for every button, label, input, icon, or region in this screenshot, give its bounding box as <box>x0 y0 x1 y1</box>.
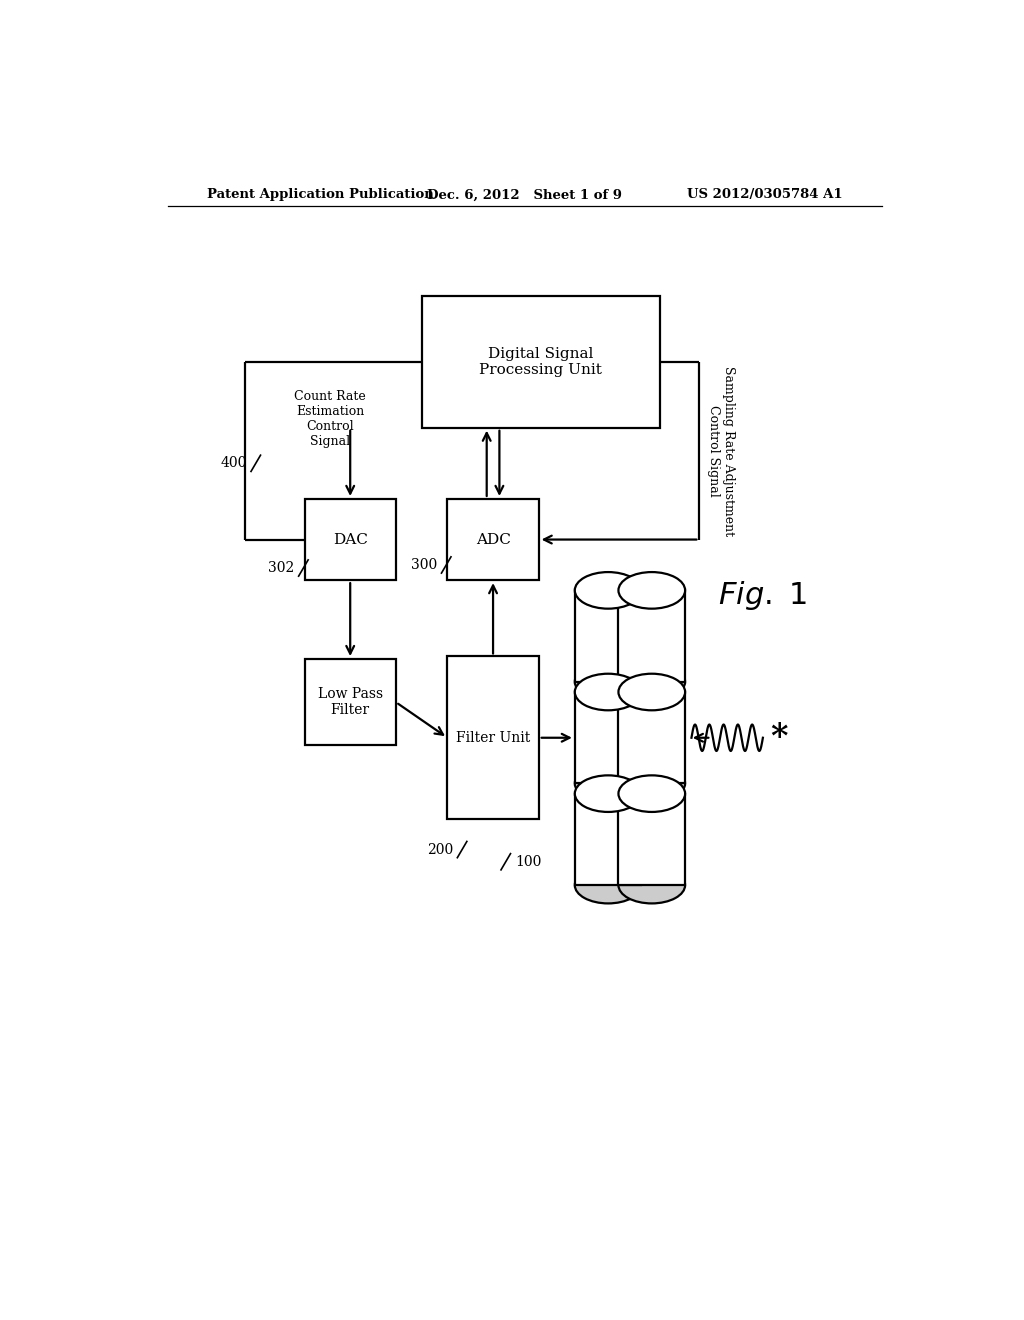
Text: Digital Signal
Processing Unit: Digital Signal Processing Unit <box>479 347 602 376</box>
Ellipse shape <box>618 775 685 812</box>
FancyBboxPatch shape <box>422 296 659 428</box>
Text: *: * <box>770 721 787 754</box>
Text: 100: 100 <box>515 855 542 869</box>
Text: Patent Application Publication: Patent Application Publication <box>207 189 434 202</box>
FancyBboxPatch shape <box>447 656 539 818</box>
FancyBboxPatch shape <box>618 590 685 682</box>
Text: 200: 200 <box>427 842 454 857</box>
Text: US 2012/0305784 A1: US 2012/0305784 A1 <box>687 189 842 202</box>
Text: ADC: ADC <box>475 532 511 546</box>
Text: Count Rate
Estimation
Control
Signal: Count Rate Estimation Control Signal <box>295 391 367 447</box>
Ellipse shape <box>574 766 641 801</box>
Ellipse shape <box>574 867 641 903</box>
Text: Filter Unit: Filter Unit <box>456 731 530 744</box>
Ellipse shape <box>574 673 641 710</box>
FancyBboxPatch shape <box>618 793 685 886</box>
FancyBboxPatch shape <box>447 499 539 581</box>
FancyBboxPatch shape <box>618 692 685 784</box>
Text: 400: 400 <box>220 457 247 470</box>
Ellipse shape <box>618 867 685 903</box>
Text: $\mathit{Fig.\ 1}$: $\mathit{Fig.\ 1}$ <box>718 579 808 612</box>
Ellipse shape <box>618 572 685 609</box>
FancyBboxPatch shape <box>574 793 641 886</box>
Text: 302: 302 <box>268 561 295 576</box>
Ellipse shape <box>574 664 641 700</box>
Ellipse shape <box>618 766 685 801</box>
Ellipse shape <box>574 775 641 812</box>
FancyBboxPatch shape <box>304 499 396 581</box>
Text: Sampling Rate Adjustment
Control Signal: Sampling Rate Adjustment Control Signal <box>708 366 735 536</box>
FancyBboxPatch shape <box>304 659 396 746</box>
Text: 300: 300 <box>412 558 437 572</box>
Text: Dec. 6, 2012   Sheet 1 of 9: Dec. 6, 2012 Sheet 1 of 9 <box>427 189 623 202</box>
FancyBboxPatch shape <box>574 590 641 682</box>
Text: Low Pass
Filter: Low Pass Filter <box>317 688 383 717</box>
Text: DAC: DAC <box>333 532 368 546</box>
Ellipse shape <box>574 572 641 609</box>
Ellipse shape <box>618 673 685 710</box>
FancyBboxPatch shape <box>574 692 641 784</box>
Ellipse shape <box>618 664 685 700</box>
